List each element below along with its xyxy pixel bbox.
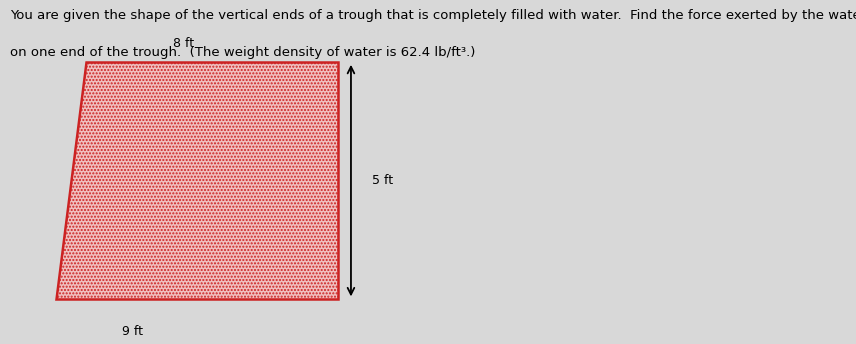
Polygon shape (56, 62, 338, 299)
Text: 5 ft: 5 ft (372, 174, 394, 187)
Text: You are given the shape of the vertical ends of a trough that is completely fill: You are given the shape of the vertical … (10, 9, 856, 22)
Text: 8 ft: 8 ft (174, 37, 194, 50)
Text: on one end of the trough.  (The weight density of water is 62.4 lb/ft³.): on one end of the trough. (The weight de… (10, 46, 476, 60)
Text: 9 ft: 9 ft (122, 325, 143, 338)
